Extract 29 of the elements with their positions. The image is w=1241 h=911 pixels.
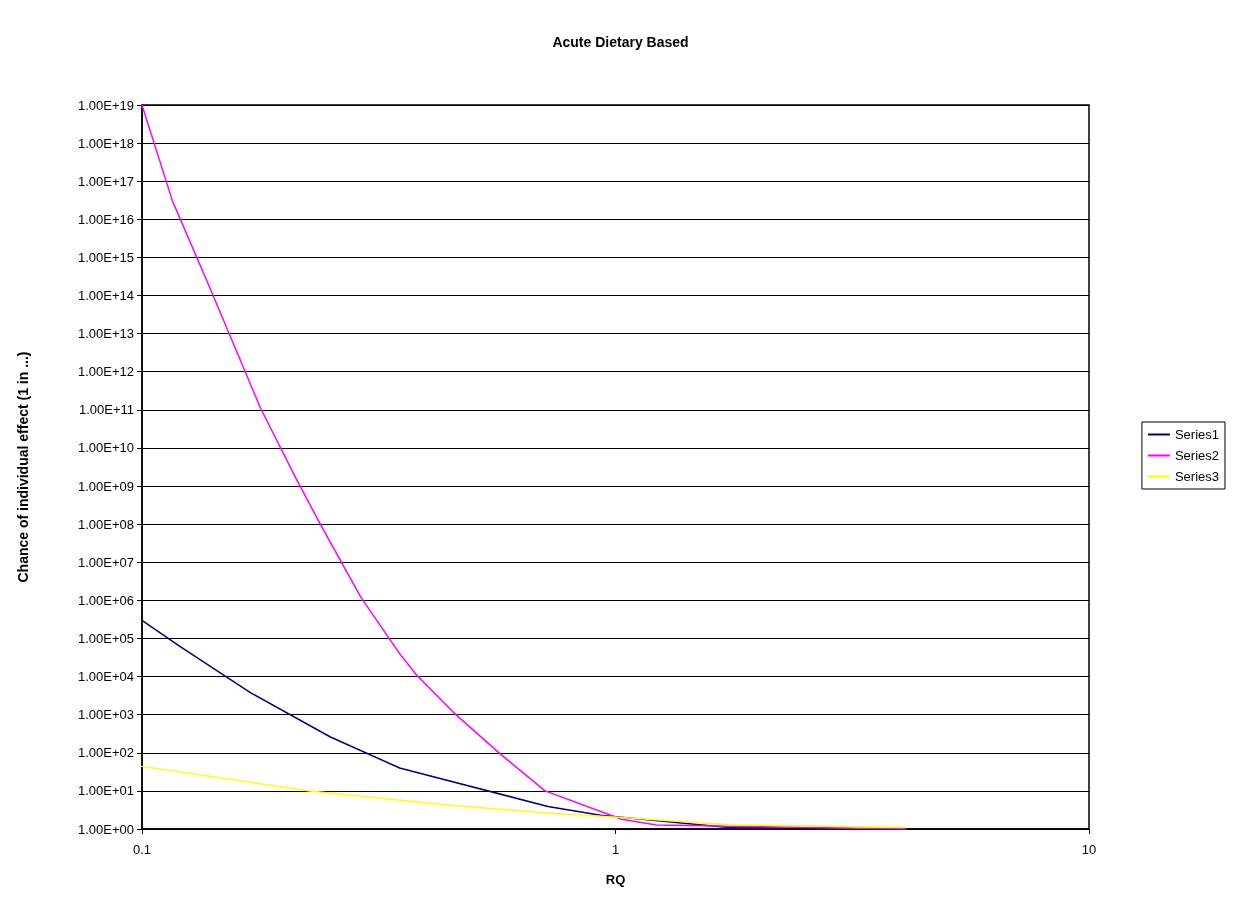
x-axis-title: RQ [605, 872, 626, 887]
y-tick-label: 1.00E+01 [77, 783, 134, 799]
y-tick-label: 1.00E+08 [77, 516, 134, 532]
y-tick-label: 1.00E+06 [77, 592, 134, 608]
chart-title: Acute Dietary Based [552, 34, 689, 50]
legend-label: Series2 [1174, 448, 1219, 463]
y-tick-label: 1.00E+02 [77, 745, 134, 761]
y-tick-label: 1.00E+10 [77, 440, 134, 456]
y-tick-label: 1.00E+09 [77, 478, 134, 494]
y-tick-label: 1.00E+14 [77, 288, 134, 304]
legend-label: Series1 [1174, 427, 1219, 442]
y-tick-label: 1.00E+00 [77, 821, 134, 837]
y-tick-label: 1.00E+17 [77, 173, 134, 189]
y-tick-label: 1.00E+04 [77, 669, 134, 685]
y-tick-label: 1.00E+03 [77, 707, 134, 723]
x-tick-label: 10 [1081, 842, 1097, 857]
y-tick-label: 1.00E+19 [77, 97, 134, 113]
y-tick-label: 1.00E+15 [77, 249, 134, 265]
y-axis-title: Chance of individual effect (1 in ...) [15, 351, 31, 583]
legend-label: Series3 [1174, 469, 1219, 484]
x-tick-label: 1 [611, 842, 620, 857]
y-tick-label: 1.00E+05 [77, 630, 134, 646]
y-tick-label: 1.00E+12 [77, 364, 134, 380]
y-tick-label: 1.00E+11 [78, 402, 134, 418]
y-tick-label: 1.00E+07 [77, 554, 134, 570]
y-tick-label: 1.00E+13 [77, 326, 134, 342]
y-tick-label: 1.00E+18 [77, 135, 134, 151]
y-tick-label: 1.00E+16 [77, 211, 134, 227]
x-tick-label: 0.1 [132, 842, 152, 857]
